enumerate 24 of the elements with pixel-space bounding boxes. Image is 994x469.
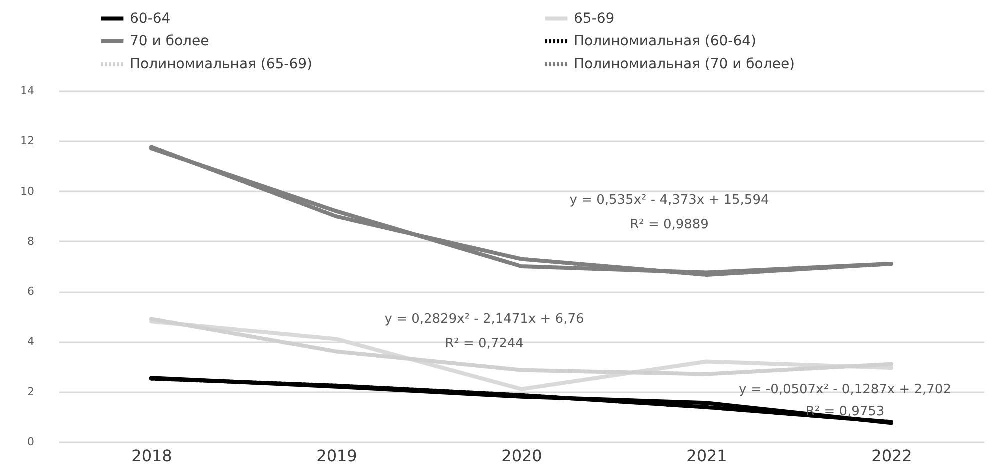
y-tick-label: 12 xyxy=(20,134,34,148)
y-tick-label: 2 xyxy=(28,385,34,398)
legend-label: Полиномиальная (65-69) xyxy=(130,56,313,72)
y-tick-label: 8 xyxy=(28,234,34,248)
y-tick-label: 6 xyxy=(28,285,34,298)
legend-label: 70 и более xyxy=(130,34,210,50)
y-tick-label: 0 xyxy=(28,436,34,448)
y-tick-label: 4 xyxy=(28,335,34,348)
annotation: R² = 0,9889 xyxy=(630,217,709,232)
legend-label: 60-64 xyxy=(130,10,171,27)
annotation: y = 0,535x² - 4,373x + 15,594 xyxy=(570,192,770,208)
annotation: y = -0,0507x² - 0,1287x + 2,702 xyxy=(739,382,952,398)
x-tick-label: 2021 xyxy=(686,446,728,466)
legend-label: 65-69 xyxy=(574,10,615,27)
x-tick-label: 2022 xyxy=(872,446,912,466)
annotation: R² = 0,7244 xyxy=(445,336,524,352)
x-tick-label: 2019 xyxy=(316,446,358,466)
y-tick-label: 14 xyxy=(20,84,34,98)
legend-label: Полиномиальная (70 и более) xyxy=(574,56,796,72)
legend-label: Полиномиальная (60-64) xyxy=(574,34,757,50)
annotation: y = 0,2829x² - 2,1471x + 6,76 xyxy=(384,312,584,328)
y-tick-label: 10 xyxy=(20,184,34,198)
x-tick-label: 2020 xyxy=(502,446,542,466)
x-tick-label: 2018 xyxy=(132,446,172,466)
